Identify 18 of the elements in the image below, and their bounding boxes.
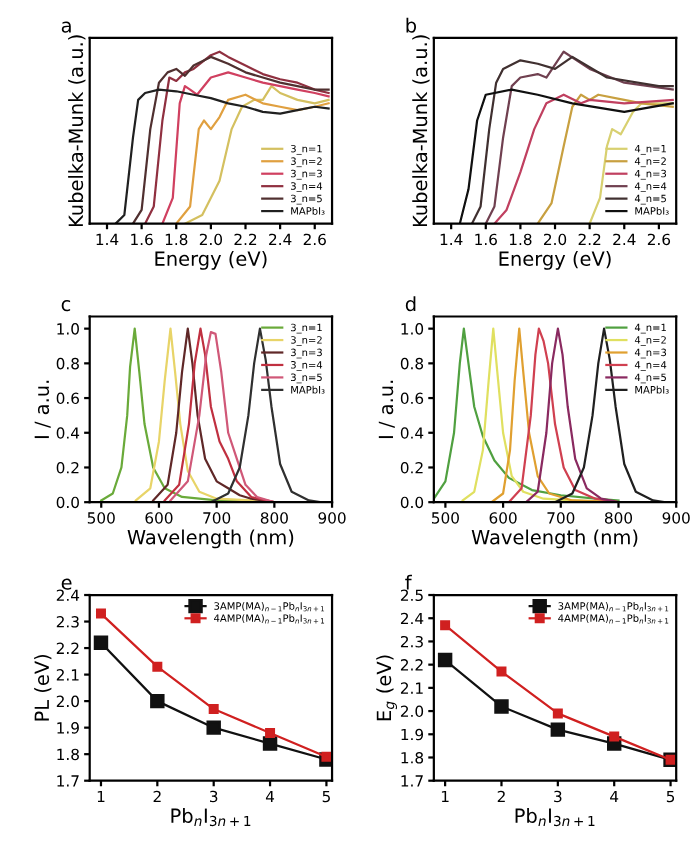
chart-title: a: [61, 21, 71, 33]
x-axis-title: Wavelength (nm): [127, 529, 294, 549]
y-axis-title: I / a.u.: [378, 380, 395, 439]
y-axis-title: E$_{g}$ (eV): [376, 655, 398, 721]
chart-title: c: [61, 300, 71, 312]
x-axis-title: Energy (eV): [499, 250, 611, 270]
y-axis-title: PL (eV): [34, 654, 52, 721]
y-axis-title: Kubelka-Munk (a.u.): [68, 35, 86, 227]
chart-title: e: [61, 578, 72, 590]
x-axis-title: Pb$_{n}$I$_{3n+1}$: [171, 807, 251, 827]
y-axis-title: Kubelka-Munk (a.u.): [412, 35, 430, 227]
x-axis-title: Wavelength (nm): [471, 529, 638, 549]
chart-title: f: [405, 574, 412, 590]
y-axis-title: I / a.u.: [34, 380, 51, 439]
x-axis-title: Pb$_{n}$I$_{3n+1}$: [515, 807, 595, 827]
chart-title: b: [406, 17, 417, 33]
x-axis-title: Energy (eV): [155, 250, 267, 270]
chart-title: d: [405, 296, 416, 312]
